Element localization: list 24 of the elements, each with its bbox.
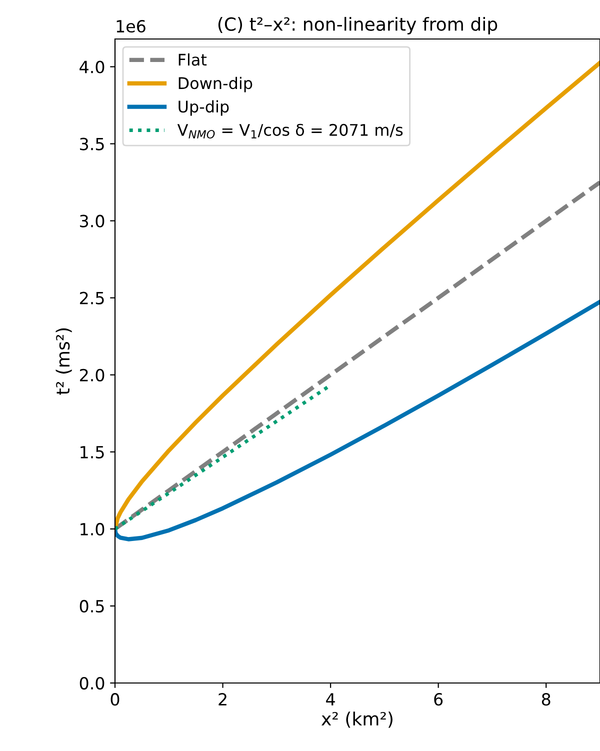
text: 1e6 <box>116 20 146 33</box>
line-series <box>115 180 600 532</box>
y-tick-label: 1.0 <box>80 522 104 536</box>
legend-label: Up-dip <box>178 100 229 116</box>
y-tick-label: 0.0 <box>80 676 104 690</box>
y-axis-title: t² (ms²) <box>56 328 72 395</box>
x-tick-label: 6 <box>434 693 443 706</box>
y-tick-label: 3.0 <box>80 214 104 228</box>
legend-label: Flat <box>178 53 207 66</box>
x-tick-label: 4 <box>326 693 335 706</box>
y-tick-label: 3.5 <box>80 138 104 150</box>
x-axis-title: x² (km²) <box>322 712 392 728</box>
x-tick-label: 2 <box>218 693 226 706</box>
line-series <box>115 300 600 542</box>
y-tick-label: 1.5 <box>80 446 104 458</box>
chart-title: (C) t²–x²: non-linearity from dip <box>218 16 498 34</box>
y-tick-label: 4.0 <box>80 60 104 74</box>
y-tick-label: 2.5 <box>80 292 104 304</box>
x-tick-label: 8 <box>542 693 550 706</box>
x-tick-label: 0 <box>110 693 120 706</box>
legend-label: V$_{NMO}$ = V$_{1}$/cos δ = 2071 m/s <box>177 124 403 138</box>
y-tick-label: 2.0 <box>80 368 104 382</box>
legend-label: Down-dip <box>178 76 252 92</box>
y-tick-label: 0.5 <box>80 600 104 613</box>
